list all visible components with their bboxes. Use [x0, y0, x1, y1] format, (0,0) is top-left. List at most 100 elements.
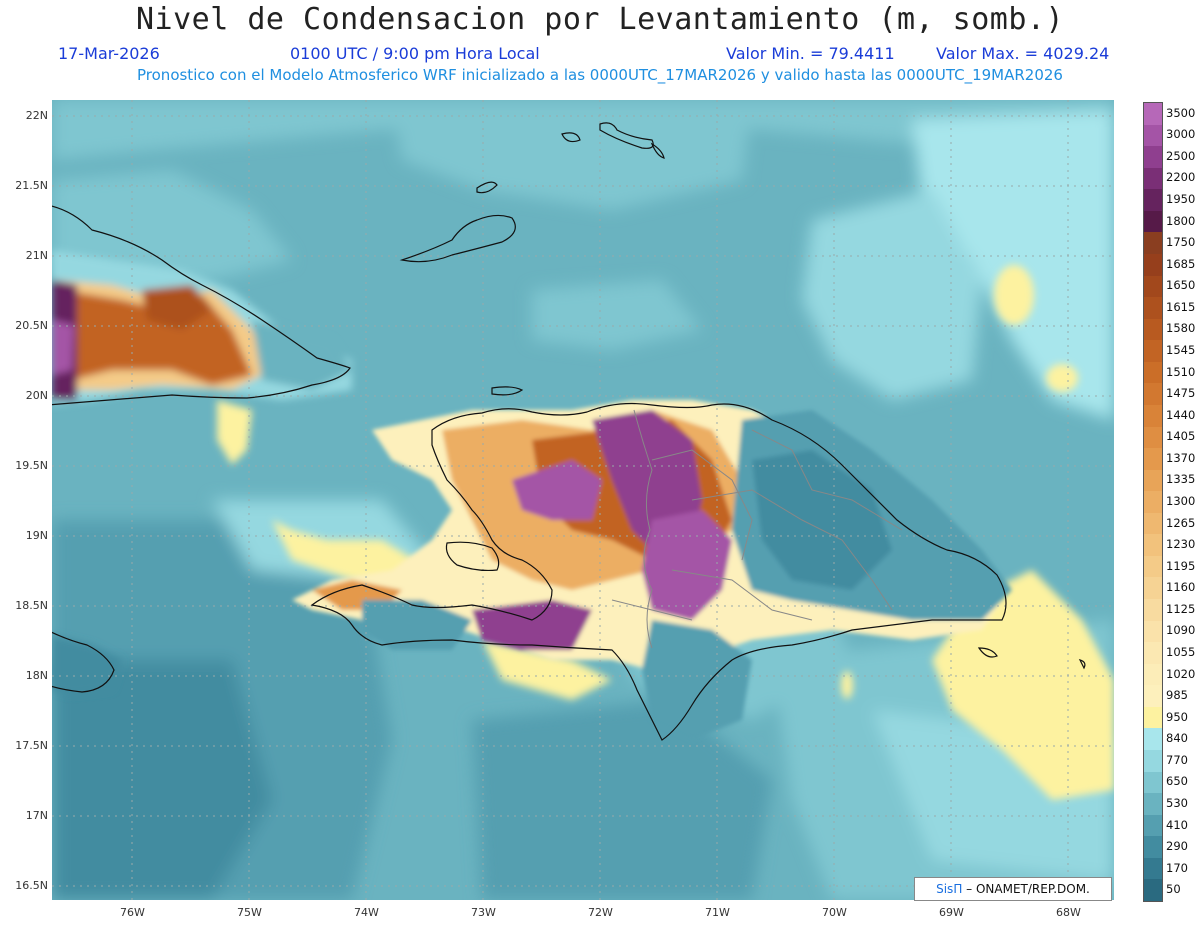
lat-label-8: 18N	[25, 669, 48, 682]
colorbar-label: 1335	[1166, 472, 1196, 487]
forecast-info: Pronostico con el Modelo Atmosferico WRF…	[137, 66, 1063, 84]
colorbar-label: 950	[1166, 709, 1188, 724]
lon-label-1: 75W	[237, 906, 262, 919]
colorbar-cell	[1144, 663, 1162, 686]
colorbar-cell	[1144, 448, 1162, 471]
lat-label-9: 17.5N	[15, 739, 48, 752]
colorbar-cell	[1144, 340, 1162, 363]
lon-label-5: 71W	[705, 906, 730, 919]
lat-label-6: 19N	[25, 529, 48, 542]
lat-label-2: 21N	[25, 249, 48, 262]
lon-label-6: 70W	[822, 906, 847, 919]
colorbar-cell	[1144, 642, 1162, 665]
colorbar-cell	[1144, 103, 1162, 126]
colorbar-label: 1800	[1166, 213, 1196, 228]
colorbar-cell	[1144, 879, 1162, 902]
colorbar-cell	[1144, 426, 1162, 449]
colorbar-cell	[1144, 620, 1162, 643]
colorbar-label: 1615	[1166, 299, 1196, 314]
colorbar-label: 1300	[1166, 494, 1196, 508]
colorbar-label: 1650	[1166, 278, 1196, 293]
colorbar-label: 1195	[1166, 558, 1196, 573]
colorbar-label: 2500	[1166, 148, 1196, 163]
colorbar-cell	[1144, 361, 1162, 384]
colorbar-label: 3000	[1166, 127, 1196, 142]
colorbar-label: 770	[1166, 752, 1188, 767]
map-title: Nivel de Condensacion por Levantamiento …	[135, 2, 1065, 37]
hispaniola-field	[292, 400, 1012, 740]
colorbar-cell	[1144, 124, 1162, 147]
lat-label-7: 18.5N	[15, 599, 48, 612]
colorbar-cell	[1144, 836, 1162, 859]
colorbar-label: 530	[1166, 795, 1188, 810]
colorbar-label: 650	[1166, 774, 1188, 789]
colorbar-cell	[1144, 232, 1162, 255]
colorbar-cell	[1144, 750, 1162, 773]
coastlines	[52, 122, 1086, 741]
colorbar-cell	[1144, 146, 1162, 169]
colorbar-cell	[1144, 189, 1162, 212]
colorbar-cell	[1144, 210, 1162, 233]
colorbar-label: 1685	[1166, 256, 1196, 271]
colorbar-label: 1440	[1166, 407, 1196, 422]
colorbar-cell	[1144, 577, 1162, 600]
colorbar-label: 170	[1166, 860, 1188, 875]
colorbar-cell	[1144, 728, 1162, 751]
colorbar-label: 1405	[1166, 429, 1196, 444]
colorbar-label: 1475	[1166, 386, 1196, 401]
colorbar-cell	[1144, 512, 1162, 535]
colorbar-label: 290	[1166, 839, 1188, 854]
lon-label-8: 68W	[1056, 906, 1081, 919]
colorbar-label: 1230	[1166, 537, 1196, 552]
colorbar-label: 1545	[1166, 343, 1196, 358]
lat-label-11: 16.5N	[15, 879, 48, 892]
date-label: 17-Mar-2026	[58, 44, 160, 63]
colorbar-cell	[1144, 555, 1162, 578]
colorbar-cell	[1144, 318, 1162, 341]
colorbar-label: 1160	[1166, 580, 1196, 595]
lon-label-4: 72W	[588, 906, 613, 919]
colorbar-label: 1750	[1166, 235, 1196, 250]
colorbar-cell	[1144, 534, 1162, 557]
graticule	[52, 100, 1114, 900]
colorbar-cell	[1144, 706, 1162, 729]
colorbar-cell	[1144, 814, 1162, 837]
colorbar-label: 985	[1166, 688, 1188, 703]
lon-label-2: 74W	[354, 906, 379, 919]
colorbar-cell	[1144, 599, 1162, 622]
colorbar	[1143, 102, 1163, 902]
lon-label-3: 73W	[471, 906, 496, 919]
colorbar-cell	[1144, 275, 1162, 298]
colorbar-label: 1950	[1166, 192, 1196, 207]
colorbar-label: 1090	[1166, 623, 1196, 638]
min-value-label: Valor Min. = 79.4411	[726, 44, 895, 63]
colorbar-cell	[1144, 404, 1162, 427]
colorbar-label: 1580	[1166, 321, 1196, 336]
lon-label-7: 69W	[939, 906, 964, 919]
colorbar-label: 1020	[1166, 666, 1196, 681]
lat-label-0: 22N	[25, 109, 48, 122]
colorbar-cell	[1144, 793, 1162, 816]
max-value-label: Valor Max. = 4029.24	[936, 44, 1110, 63]
colorbar-label: 840	[1166, 731, 1188, 746]
colorbar-label: 2200	[1166, 170, 1196, 185]
lat-label-3: 20.5N	[15, 319, 48, 332]
colorbar-cell	[1144, 491, 1162, 514]
colorbar-cell	[1144, 383, 1162, 406]
colorbar-label: 410	[1166, 817, 1188, 832]
colorbar-cell	[1144, 857, 1162, 880]
colorbar-cell	[1144, 297, 1162, 320]
lon-label-0: 76W	[120, 906, 145, 919]
colorbar-label: 50	[1166, 882, 1181, 897]
colorbar-label: 1370	[1166, 450, 1196, 465]
time-label: 0100 UTC / 9:00 pm Hora Local	[290, 44, 540, 63]
colorbar-label: 3500	[1166, 105, 1196, 120]
credit-text: – ONAMET/REP.DOM.	[962, 882, 1090, 896]
brand-logo: SisΠ	[936, 882, 963, 896]
colorbar-label: 1510	[1166, 364, 1196, 379]
lat-label-5: 19.5N	[15, 459, 48, 472]
borders	[611, 409, 903, 649]
jamaica-field	[52, 635, 122, 695]
colorbar-cell	[1144, 253, 1162, 277]
credit-box: SisΠ – ONAMET/REP.DOM.	[914, 877, 1112, 901]
